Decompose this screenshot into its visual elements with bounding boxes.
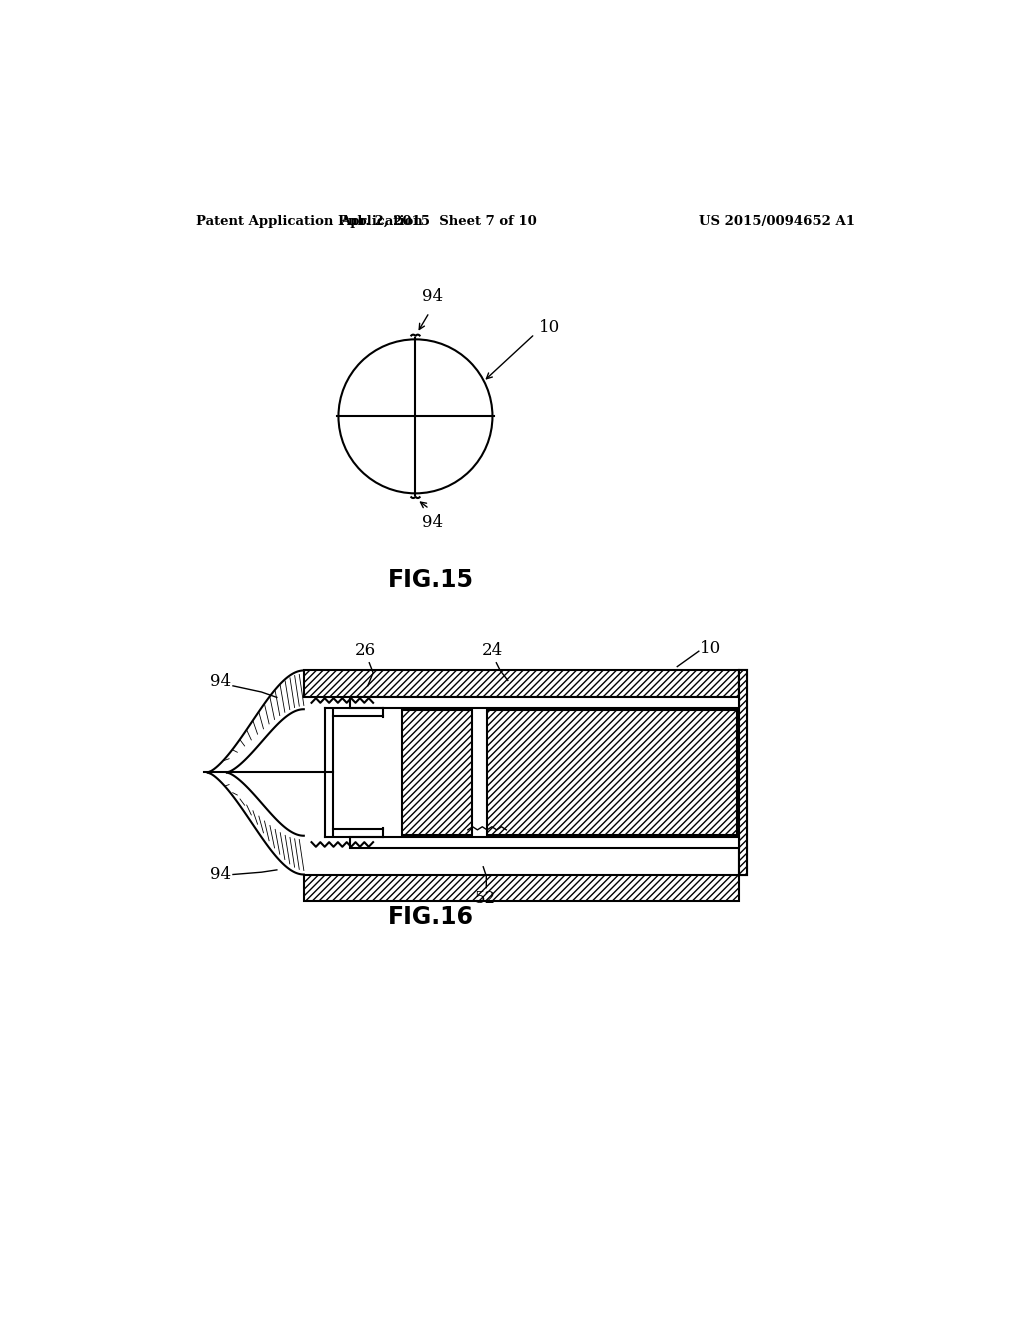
Bar (350, 837, 739, 847)
Bar (739, 671, 746, 875)
Text: FIG.16: FIG.16 (388, 904, 474, 929)
Bar (487, 710, 737, 836)
Bar (739, 671, 746, 875)
Text: Patent Application Publication: Patent Application Publication (196, 215, 423, 228)
Bar (739, 671, 746, 875)
Text: 94: 94 (422, 288, 442, 305)
Bar (487, 710, 737, 836)
Bar (304, 671, 739, 697)
Text: 26: 26 (355, 642, 376, 659)
Text: 24: 24 (482, 642, 503, 659)
Bar (304, 671, 739, 697)
Text: 94: 94 (210, 866, 230, 883)
Text: US 2015/0094652 A1: US 2015/0094652 A1 (699, 215, 855, 228)
Text: 10: 10 (539, 319, 560, 337)
Bar (350, 697, 739, 708)
Bar (402, 710, 472, 836)
Bar (304, 875, 739, 902)
Bar (402, 710, 472, 836)
Text: Apr. 2, 2015  Sheet 7 of 10: Apr. 2, 2015 Sheet 7 of 10 (340, 215, 537, 228)
Text: FIG.15: FIG.15 (388, 569, 474, 593)
Text: 52: 52 (474, 890, 496, 907)
Bar (304, 875, 739, 902)
Text: 94: 94 (422, 515, 442, 531)
Text: 10: 10 (700, 640, 722, 657)
Text: 94: 94 (210, 673, 230, 690)
